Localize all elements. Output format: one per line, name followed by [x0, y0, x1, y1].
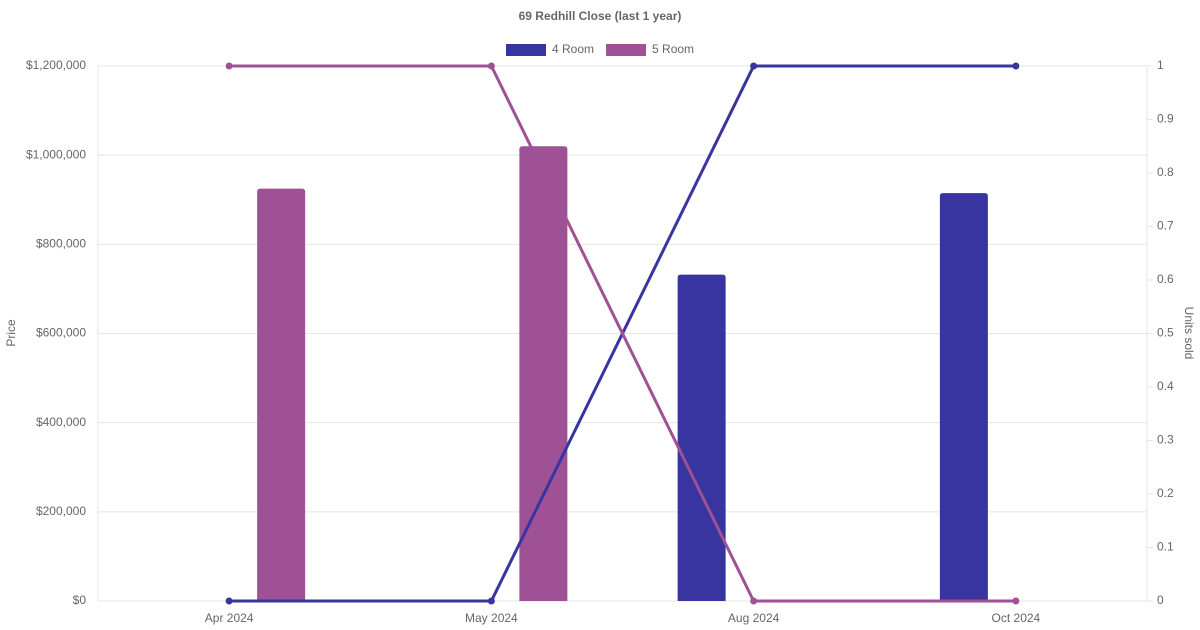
line-point — [487, 62, 495, 70]
x-tick-label: Apr 2024 — [205, 611, 254, 625]
legend-label: 5 Room — [652, 42, 694, 56]
y2-tick-label: 0.5 — [1157, 326, 1174, 340]
bar — [257, 188, 306, 601]
legend-label: 4 Room — [552, 42, 594, 56]
y2-tick-label: 0.9 — [1157, 112, 1174, 126]
y2-tick-label: 1 — [1157, 58, 1164, 72]
line-point — [225, 62, 233, 70]
chart-title: 69 Redhill Close (last 1 year) — [519, 9, 682, 23]
line-point — [225, 597, 233, 605]
y2-tick-label: 0.1 — [1157, 540, 1174, 554]
y-tick-label: $600,000 — [36, 326, 86, 340]
y2-tick-label: 0.3 — [1157, 433, 1174, 447]
y-tick-label: $0 — [73, 593, 87, 607]
legend-swatch — [606, 44, 647, 56]
y-tick-label: $1,000,000 — [26, 147, 86, 161]
bar — [939, 193, 988, 601]
bar — [519, 146, 568, 601]
y-tick-label: $400,000 — [36, 415, 86, 429]
y-tick-label: $1,200,000 — [26, 58, 86, 72]
line — [229, 64, 1016, 603]
bar — [677, 274, 726, 601]
y2-tick-label: 0.4 — [1157, 379, 1174, 393]
y-axis-title: Price — [4, 319, 18, 347]
y-tick-label: $200,000 — [36, 504, 86, 518]
y2-tick-label: 0.8 — [1157, 165, 1174, 179]
y2-axis-title: Units sold — [1182, 307, 1196, 360]
line-point — [750, 62, 758, 70]
y-tick-label: $800,000 — [36, 237, 86, 251]
line-point — [487, 597, 495, 605]
x-tick-label: Aug 2024 — [728, 611, 780, 625]
line-point — [1012, 62, 1020, 70]
legend-swatch — [506, 44, 546, 56]
y2-tick-label: 0.6 — [1157, 272, 1174, 286]
line-point — [750, 597, 758, 605]
y2-tick-label: 0.2 — [1157, 486, 1174, 500]
y2-tick-label: 0.7 — [1157, 219, 1174, 233]
x-tick-label: Oct 2024 — [992, 611, 1041, 625]
line-point — [1012, 597, 1020, 605]
x-tick-label: May 2024 — [465, 611, 518, 625]
y2-tick-label: 0 — [1157, 593, 1164, 607]
